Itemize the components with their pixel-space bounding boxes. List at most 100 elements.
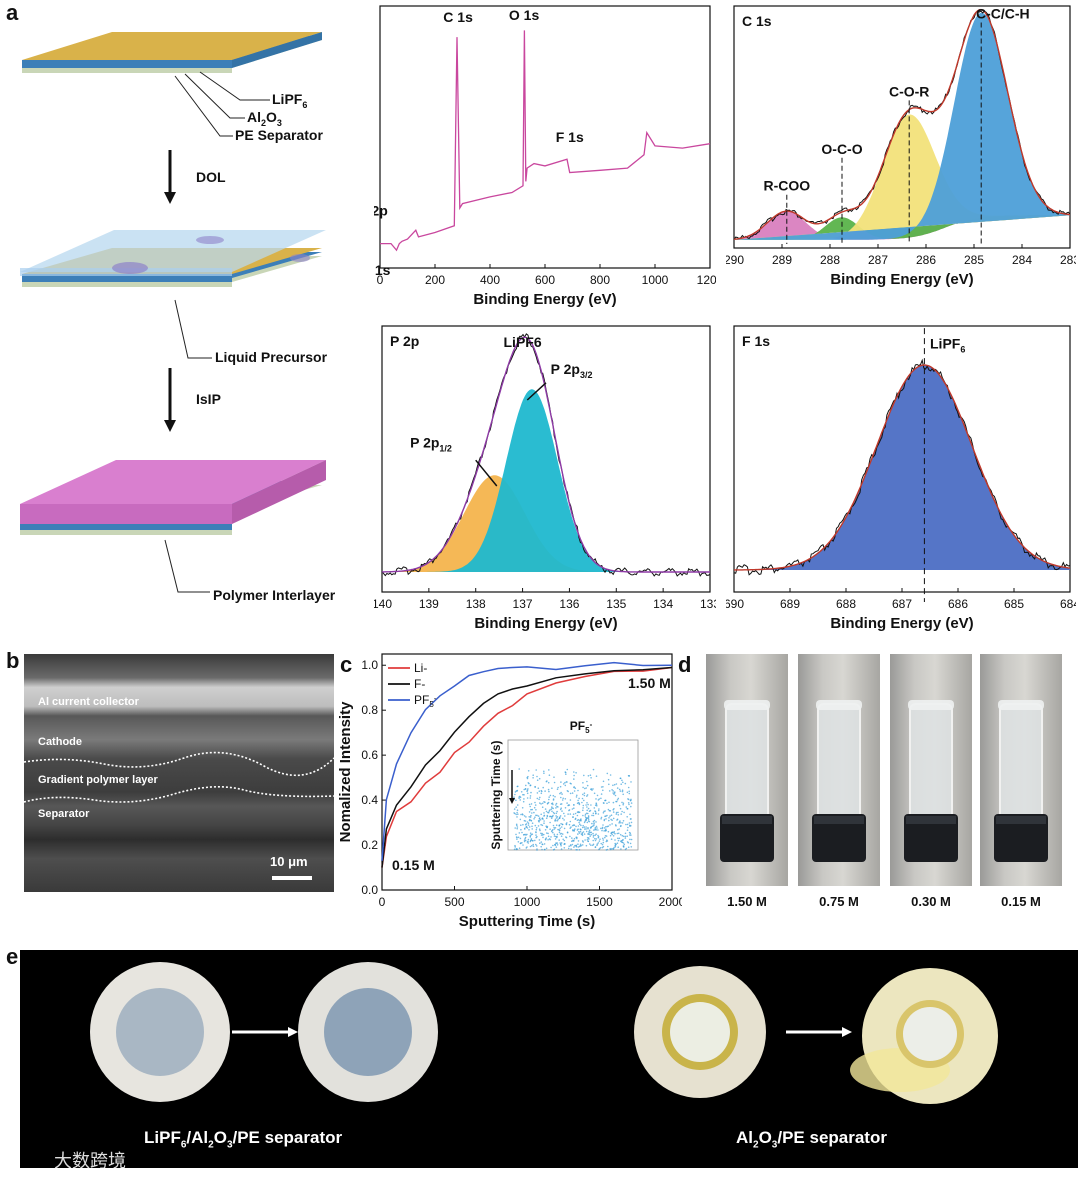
component-peak (382, 475, 710, 572)
x-tick-label: 134 (653, 597, 673, 611)
survey-spectrum-line (380, 30, 711, 252)
layer-stack-liquid (20, 230, 326, 287)
step-isip: IsIP (196, 391, 221, 407)
x-tick-label: 1200 (697, 273, 716, 287)
plot-frame (733, 5, 1071, 249)
x-tick-label: 136 (559, 597, 579, 611)
x-tick-label: 287 (868, 253, 888, 267)
plot-frame (379, 5, 711, 269)
x-axis-label: Binding Energy (eV) (474, 615, 617, 632)
y-tick-label: 1.0 (361, 658, 378, 672)
label-p2p-3-2: P 2p3/2 (551, 361, 593, 380)
x-tick-label: 288 (820, 253, 840, 267)
xps-c1s-chart: C 1s 290 289 288 287 286 285 284 283 Binding Ener… (726, 5, 1076, 288)
legend-label: F- (414, 677, 425, 691)
component-label: C-C/C-H (976, 6, 1030, 22)
layer-stack-top (22, 32, 322, 73)
sem-cross-section-image: Al current collector Cathode Gradient po… (24, 654, 334, 892)
x-axis-label: Sputtering Time (s) (459, 913, 595, 930)
peak-label: F 1s (556, 129, 584, 145)
panel-label-c: c (340, 652, 353, 677)
step-dol: DOL (196, 169, 226, 185)
x-tick-label: 0 (379, 895, 386, 909)
sem-label-al: Al current collector (38, 696, 139, 708)
component-label: R-COO (763, 178, 810, 194)
fit-envelope-line (733, 8, 1071, 240)
peak-label: P 2p (374, 202, 388, 218)
component-label: O-C-O (821, 141, 862, 157)
vial-concentration-label: 1.50 M (727, 894, 767, 909)
x-tick-label: 283 (1060, 253, 1076, 267)
caption-al2o3-separator: Al2O3/PE separator (736, 1128, 887, 1151)
chart-title: P 2p (390, 333, 419, 349)
annotation-lipf6: LiPF6 (504, 334, 542, 350)
x-tick-label: 688 (836, 597, 856, 611)
component-label: C-O-R (889, 83, 929, 99)
sem-label-separator: Separator (38, 808, 90, 820)
y-tick-label: 0.6 (361, 748, 378, 762)
x-tick-label: 140 (374, 597, 392, 611)
peak-label: O 1s (509, 7, 540, 23)
x-tick-label: 285 (964, 253, 984, 267)
sem-label-cathode: Cathode (38, 736, 82, 748)
raw-spectrum-line (733, 358, 1071, 576)
label-al2o3: Al2O3 (247, 109, 282, 128)
x-tick-label: 600 (535, 273, 555, 287)
watermark-text: 大数跨境 (54, 1151, 126, 1168)
xps-survey-chart: C 1s O 1s F 1s P 2p Li 1s0 200 400 600 800 1000 12… (374, 5, 716, 308)
vial-concentration-label: 0.15 M (1001, 894, 1041, 909)
layer-stack-interlayer (20, 460, 326, 535)
chart-title: C 1s (742, 13, 772, 29)
y-tick-label: 0.8 (361, 703, 378, 717)
series-line (381, 661, 673, 861)
annotation-lipf6-f: LiPF6 (930, 336, 965, 355)
x-tick-label: 139 (419, 597, 439, 611)
x-tick-label: 286 (916, 253, 936, 267)
panel-label-d: d (678, 652, 692, 677)
vial-photo (798, 654, 880, 886)
x-tick-label: 0 (377, 273, 384, 287)
peak-label: C 1s (443, 9, 473, 25)
x-tick-label: 400 (480, 273, 500, 287)
component-peak (734, 12, 1070, 240)
x-tick-label: 500 (444, 895, 464, 909)
legend-label: Li- (414, 661, 427, 675)
inset-3d-plot (507, 739, 639, 851)
vial-concentration-label: 0.75 M (819, 894, 859, 909)
x-tick-label: 689 (780, 597, 800, 611)
component-peak (734, 365, 1070, 570)
xps-f1s-chart: F 1s 690 689 688 687 686 685 684 Binding Energy … (726, 325, 1076, 632)
x-tick-label: 289 (772, 253, 792, 267)
series-line (381, 666, 673, 868)
schematic-diagram: LiPF6 Al2O3 PE Separator DOL Liquid Prec… (20, 32, 336, 603)
x-axis-label: Binding Energy (eV) (473, 291, 616, 308)
vial-photo (890, 654, 972, 886)
label-pe-separator: PE Separator (235, 127, 323, 143)
x-tick-label: 137 (513, 597, 533, 611)
annotation-0-15m: 0.15 M (392, 857, 435, 873)
x-tick-label: 290 (726, 253, 744, 267)
label-p2p-1-2: P 2p1/2 (410, 434, 452, 453)
chart-title: F 1s (742, 333, 770, 349)
sem-label-gradient: Gradient polymer layer (38, 774, 158, 786)
y-tick-label: 0.0 (361, 883, 378, 897)
sem-scale-label: 10 μm (270, 854, 308, 869)
panel-label-b: b (6, 648, 20, 673)
x-tick-label: 800 (590, 273, 610, 287)
panel-label-e: e (6, 944, 19, 969)
x-axis-label: Binding Energy (eV) (830, 271, 973, 288)
x-tick-label: 685 (1004, 597, 1024, 611)
x-tick-label: 690 (726, 597, 744, 611)
arrow-down-icon-3 (509, 798, 515, 804)
x-tick-label: 2000 (659, 895, 682, 909)
x-tick-label: 686 (948, 597, 968, 611)
x-tick-label: 1000 (642, 273, 669, 287)
plot-frame (381, 325, 711, 593)
inset-title: PF5- (570, 719, 593, 735)
x-tick-label: 284 (1012, 253, 1032, 267)
x-tick-label: 1000 (514, 895, 541, 909)
separator-photos: LiPF6/Al2O3/PE separator Al2O3/PE separa… (20, 950, 1078, 1168)
series-line (381, 666, 673, 868)
x-tick-label: 1500 (586, 895, 613, 909)
tof-sims-chart: 0.0 0.2 0.4 0.6 0.8 1.0 0 500 1000 1500 2000 Sputte… (337, 653, 682, 930)
